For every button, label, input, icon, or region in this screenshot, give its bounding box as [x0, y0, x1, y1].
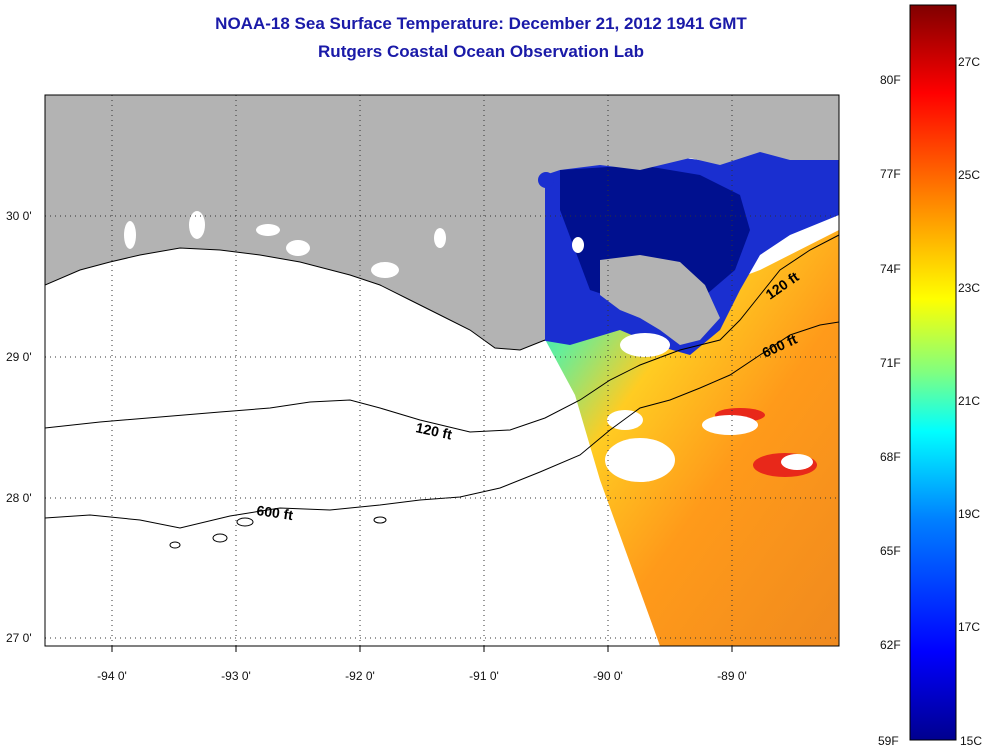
contour-600ft	[45, 321, 839, 529]
lon-label: -94 0'	[97, 669, 127, 683]
colorbar-f-label: 80F	[880, 73, 901, 87]
lat-label: 29 0'	[6, 350, 32, 364]
contour-label: 120 ft	[414, 419, 453, 442]
lon-label: -91 0'	[469, 669, 499, 683]
colorbar-f-label: 62F	[880, 638, 901, 652]
colorbar-f-label: 77F	[880, 167, 901, 181]
cloud-patch	[607, 410, 643, 430]
cloud-patch	[781, 454, 813, 470]
map-frame	[44, 94, 840, 647]
land-delta	[600, 255, 720, 345]
lake	[538, 172, 554, 188]
colorbar-c-label: 21C	[958, 394, 980, 408]
map-title: NOAA-18 Sea Surface Temperature: Decembe…	[215, 14, 747, 33]
colorbar-f-label: 65F	[880, 544, 901, 558]
lake	[256, 224, 280, 236]
colorbar-c-label: 15C	[960, 734, 982, 748]
colorbar-f-label: 68F	[880, 450, 901, 464]
colorbar-f-label: 74F	[880, 262, 901, 276]
colorbar-f-label: 71F	[880, 356, 901, 370]
lon-ticks	[111, 646, 733, 652]
map-subtitle: Rutgers Coastal Ocean Observation Lab	[318, 42, 644, 61]
contour-closed	[212, 533, 228, 543]
lake	[189, 211, 205, 239]
contour-120ft	[45, 234, 839, 433]
contour-label: 600 ft	[256, 502, 295, 523]
colorbar-c-label: 23C	[958, 281, 980, 295]
cloud-patch	[702, 415, 758, 435]
colorbar-f-label: 59F	[878, 734, 899, 748]
contour-closed	[236, 517, 254, 527]
lat-label: 27 0'	[6, 631, 32, 645]
lon-label: -89 0'	[717, 669, 747, 683]
map-grid	[45, 95, 839, 646]
contour-closed	[169, 541, 181, 549]
lon-label: -90 0'	[593, 669, 623, 683]
lon-label: -93 0'	[221, 669, 251, 683]
colorbar-c-label: 27C	[958, 55, 980, 69]
lake	[286, 240, 310, 256]
lake	[371, 262, 399, 278]
land-mass	[45, 95, 839, 350]
coastline	[45, 247, 546, 351]
lon-label: -92 0'	[345, 669, 375, 683]
colorbar-c-label: 17C	[958, 620, 980, 634]
contour-closed	[373, 516, 387, 524]
colorbar	[909, 4, 957, 741]
lat-label: 30 0'	[6, 209, 32, 223]
colorbar-c-label: 19C	[958, 507, 980, 521]
lake	[572, 237, 584, 253]
colorbar-c-label: 25C	[958, 168, 980, 182]
cloud-patch	[620, 333, 670, 357]
lat-label: 28 0'	[6, 491, 32, 505]
lake	[124, 221, 136, 249]
lake	[434, 228, 446, 248]
cloud-patch	[605, 438, 675, 482]
sst-swath	[540, 230, 839, 646]
